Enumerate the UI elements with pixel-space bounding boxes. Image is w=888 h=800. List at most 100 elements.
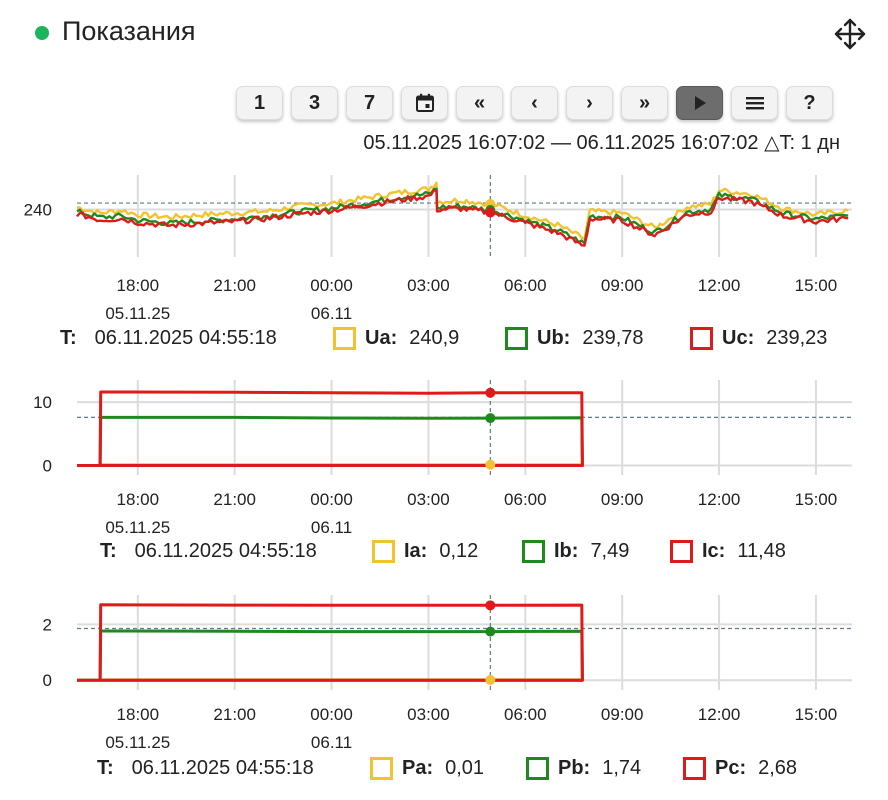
- x-tick-label: 21:00: [213, 705, 256, 724]
- legend-swatch-ua: [333, 327, 356, 350]
- legend-time: T: 06.11.2025 04:55:18: [100, 540, 317, 563]
- legend-item-ua[interactable]: Ua: 240,9: [333, 327, 459, 350]
- x-tick-label: 15:00: [795, 490, 838, 509]
- voltage-chart[interactable]: 240 18:00 05.11.25 21:00 00:00 06.11 03:00 06:0…: [0, 165, 888, 325]
- move-icon[interactable]: [832, 16, 868, 52]
- legend-item-ub[interactable]: Ub: 239,78: [505, 327, 644, 350]
- help-button[interactable]: ?: [786, 86, 833, 120]
- x-tick-sublabel: 05.11.25: [105, 733, 170, 752]
- legend-value-ic: 11,48: [737, 540, 786, 562]
- x-tick-label: 00:00: [310, 490, 353, 509]
- back-button[interactable]: ‹: [511, 86, 558, 120]
- legend-value-pa: 0,01: [445, 757, 485, 779]
- fast-back-button[interactable]: «: [456, 86, 503, 120]
- legend-label-pa: Pa:: [402, 757, 434, 779]
- legend-swatch-ib: [522, 540, 545, 563]
- toolbar: 1 3 7 « ‹ › » ?: [236, 86, 833, 122]
- x-tick-sublabel: 05.11.25: [105, 304, 170, 323]
- legend-item-pb[interactable]: Pb: 1,74: [526, 757, 641, 780]
- time-range-text: 05.11.2025 16:07:02 — 06.11.2025 16:07:0…: [363, 132, 840, 154]
- calendar-icon: [415, 93, 434, 112]
- page-title: Показания: [62, 16, 196, 46]
- x-tick-label: 03:00: [407, 705, 450, 724]
- x-tick-label: 09:00: [601, 276, 644, 295]
- cursor-marker-pb: [485, 626, 496, 637]
- series-line-pc: [77, 603, 584, 682]
- x-tick-sublabel: 06.11: [311, 733, 352, 752]
- legend-time-label: T:: [60, 327, 77, 349]
- legend-swatch-ic: [670, 540, 693, 563]
- x-tick-label: 06:00: [504, 490, 547, 509]
- x-tick-label: 06:00: [504, 705, 547, 724]
- series-line-ib: [77, 415, 584, 467]
- legend-label-ub: Ub:: [537, 327, 571, 349]
- legend-time: T: 06.11.2025 04:55:18: [97, 757, 314, 780]
- legend-swatch-ub: [505, 327, 528, 350]
- calendar-button[interactable]: [401, 86, 448, 120]
- x-tick-label: 12:00: [698, 276, 741, 295]
- menu-button[interactable]: [731, 86, 778, 120]
- legend-time-value: 06.11.2025 04:55:18: [94, 327, 277, 349]
- power-chart[interactable]: 0 2 18:00 05.11.25 21:00 00:00 06.11 03:00 06:00…: [0, 590, 888, 755]
- status-indicator: [35, 26, 49, 40]
- legend-label-ib: Ib:: [554, 540, 579, 562]
- series-line-ic: [77, 390, 584, 467]
- legend-item-ib[interactable]: Ib: 7,49: [522, 540, 629, 563]
- legend-value-ib: 7,49: [590, 540, 630, 562]
- period-7-button[interactable]: 7: [346, 86, 393, 120]
- fast-forward-button[interactable]: »: [621, 86, 668, 120]
- forward-button[interactable]: ›: [566, 86, 613, 120]
- legend-swatch-ia: [372, 540, 395, 563]
- x-tick-label: 03:00: [407, 276, 450, 295]
- legend-value-uc: 239,23: [766, 327, 828, 349]
- x-tick-sublabel: 05.11.25: [105, 518, 170, 535]
- period-3-button[interactable]: 3: [291, 86, 338, 120]
- legend-label-pc: Pc:: [715, 757, 747, 779]
- legend-swatch-pc: [683, 757, 706, 780]
- x-tick-label: 15:00: [795, 276, 838, 295]
- legend-item-ic[interactable]: Ic: 11,48: [670, 540, 786, 563]
- x-tick-label: 03:00: [407, 490, 450, 509]
- y-tick-label: 0: [43, 671, 52, 690]
- legend-time-value: 06.11.2025 04:55:18: [131, 757, 314, 779]
- x-tick-sublabel: 06.11: [311, 518, 352, 535]
- legend-value-pc: 2,68: [758, 757, 798, 779]
- x-tick-sublabel: 06.11: [311, 304, 352, 323]
- x-tick-label: 09:00: [601, 705, 644, 724]
- legend-item-pa[interactable]: Pa: 0,01: [370, 757, 484, 780]
- cursor-marker-ia: [485, 459, 496, 470]
- series-line-uc: [76, 189, 849, 247]
- x-tick-label: 12:00: [698, 490, 741, 509]
- legend-time: T: 06.11.2025 04:55:18: [60, 327, 277, 350]
- legend-label-uc: Uc:: [722, 327, 755, 349]
- play-button[interactable]: [676, 86, 723, 120]
- period-1-button[interactable]: 1: [236, 86, 283, 120]
- x-tick-label: 00:00: [310, 276, 353, 295]
- legend-item-uc[interactable]: Uc: 239,23: [690, 327, 827, 350]
- legend-value-pb: 1,74: [602, 757, 642, 779]
- legend-item-ia[interactable]: Ia: 0,12: [372, 540, 478, 563]
- legend-value-ua: 240,9: [409, 327, 460, 349]
- cursor-marker-pa: [485, 674, 496, 685]
- current-chart[interactable]: 0 10 18:00 05.11.25 21:00 00:00 06.11 03:00 06:0…: [0, 375, 888, 535]
- x-tick-label: 18:00: [117, 705, 160, 724]
- header: Показания: [0, 0, 888, 70]
- legend-time-value: 06.11.2025 04:55:18: [134, 540, 317, 562]
- series-line-pb: [77, 629, 584, 682]
- legend-item-pc[interactable]: Pc: 2,68: [683, 757, 797, 780]
- legend-swatch-pb: [526, 757, 549, 780]
- y-tick-label: 2: [43, 615, 52, 634]
- x-tick-label: 09:00: [601, 490, 644, 509]
- legend-label-ia: Ia:: [404, 540, 428, 562]
- legend-label-ua: Ua:: [365, 327, 398, 349]
- x-tick-label: 18:00: [117, 490, 160, 509]
- x-tick-label: 00:00: [310, 705, 353, 724]
- series-line-ua: [76, 181, 849, 241]
- legend-value-ub: 239,78: [582, 327, 644, 349]
- cursor-marker-pc: [485, 600, 496, 611]
- y-tick-label: 10: [33, 393, 52, 412]
- menu-icon: [745, 97, 764, 110]
- legend-swatch-pa: [370, 757, 393, 780]
- x-tick-label: 12:00: [698, 705, 741, 724]
- x-tick-label: 15:00: [795, 705, 838, 724]
